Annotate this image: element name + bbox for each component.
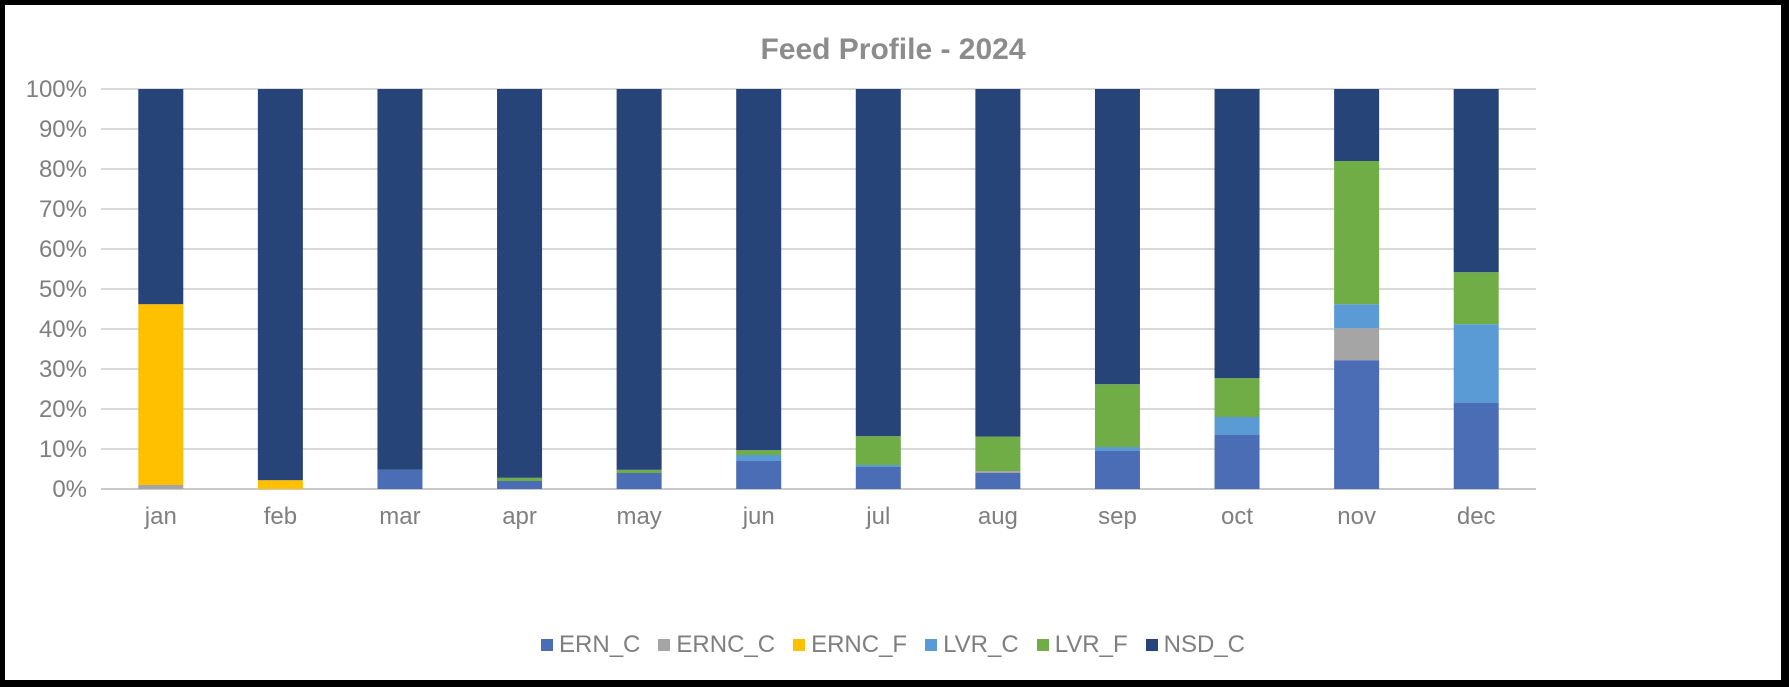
y-tick-label: 60% bbox=[39, 236, 87, 263]
x-tick-label: jul bbox=[865, 503, 890, 530]
bar-segment-ern-c bbox=[736, 461, 782, 489]
bar-segment-lvr-c bbox=[1453, 324, 1499, 403]
bar-segment-nsd-c bbox=[1334, 89, 1380, 161]
legend-label: NSD_C bbox=[1163, 631, 1245, 658]
chart-frame: Feed Profile - 2024 0% 10% 20% 30% 40% 50% 60%… bbox=[5, 5, 1781, 680]
bar-segment-nsd-c bbox=[497, 89, 543, 478]
bar-segment-lvr-f bbox=[1453, 272, 1499, 325]
bar-segment-nsd-c bbox=[1094, 89, 1140, 385]
bar-segment-ern-c bbox=[616, 473, 662, 489]
bar-segment-lvr-f bbox=[975, 436, 1021, 471]
bar-segment-ernc-f bbox=[257, 480, 303, 489]
legend-item: LVR_C bbox=[925, 631, 1019, 659]
bar-segment-ern-c bbox=[497, 481, 543, 489]
legend-swatch bbox=[541, 639, 554, 651]
bar-segment-lvr-c bbox=[1214, 417, 1260, 435]
x-tick-label: mar bbox=[379, 503, 420, 530]
legend-item: LVR_F bbox=[1036, 631, 1128, 659]
y-tick-label: 100% bbox=[26, 76, 87, 103]
y-tick-label: 70% bbox=[39, 196, 87, 223]
bar-segment-nsd-c bbox=[736, 89, 782, 451]
x-tick-label: oct bbox=[1221, 503, 1253, 530]
x-tick-label: may bbox=[616, 503, 661, 530]
y-tick-label: 30% bbox=[39, 356, 87, 383]
bar-segment-nsd-c bbox=[377, 89, 423, 470]
legend-item: ERNC_F bbox=[793, 631, 907, 659]
legend-item: ERNC_C bbox=[658, 631, 775, 659]
bar-segment-ernc-c bbox=[1334, 328, 1380, 361]
chart-title: Feed Profile - 2024 bbox=[760, 33, 1026, 66]
bar-segment-nsd-c bbox=[616, 89, 662, 470]
legend-label: ERNC_C bbox=[676, 631, 776, 658]
bar-segment-ern-c bbox=[1094, 451, 1140, 489]
bar-segment-nsd-c bbox=[1453, 89, 1499, 273]
y-tick-label: 10% bbox=[39, 436, 87, 463]
bar-segment-ern-c bbox=[855, 467, 901, 489]
bar-segment-lvr-f bbox=[1214, 378, 1260, 417]
bar-segment-nsd-c bbox=[138, 89, 184, 305]
chart-legend: ERN_C ERNC_C ERNC_F LVR_C LVR_F NSD_C bbox=[5, 631, 1781, 659]
chart-plot: 0% 10% 20% 30% 40% 50% 60% 70% 80% 90% 100% jan feb m… bbox=[26, 76, 1536, 530]
bar-segment-lvr-f bbox=[1334, 161, 1380, 305]
bar-segment-lvr-c bbox=[855, 465, 901, 467]
y-tick-label: 20% bbox=[39, 396, 87, 423]
x-tick-label: sep bbox=[1098, 503, 1137, 530]
legend-swatch bbox=[658, 639, 671, 651]
bar-segment-lvr-f bbox=[616, 469, 662, 473]
legend-swatch bbox=[925, 639, 938, 651]
legend-item: ERN_C bbox=[541, 631, 640, 659]
y-tick-label: 90% bbox=[39, 116, 87, 143]
legend-label: ERN_C bbox=[559, 631, 641, 658]
y-tick-label: 80% bbox=[39, 156, 87, 183]
bar-segment-lvr-f bbox=[855, 436, 901, 465]
x-tick-label: dec bbox=[1457, 503, 1496, 530]
bar-segment-lvr-f bbox=[1094, 384, 1140, 447]
bar-segment-lvr-f bbox=[497, 477, 543, 481]
bar-segment-ern-c bbox=[975, 473, 1021, 489]
bar-segment-nsd-c bbox=[855, 89, 901, 437]
y-tick-label: 40% bbox=[39, 316, 87, 343]
bar-segment-ern-c bbox=[1334, 360, 1380, 489]
bar-segment-ernc-c bbox=[138, 485, 184, 489]
bar-segment-lvr-c bbox=[736, 455, 782, 461]
bar-segment-nsd-c bbox=[257, 89, 303, 481]
bar-segment-ern-c bbox=[1453, 403, 1499, 489]
x-tick-label: feb bbox=[264, 503, 297, 530]
bar-segment-ernc-c bbox=[975, 471, 1021, 473]
x-tick-label: nov bbox=[1337, 503, 1376, 530]
legend-swatch bbox=[1145, 639, 1158, 651]
legend-item: NSD_C bbox=[1145, 631, 1245, 659]
x-tick-label: aug bbox=[978, 503, 1018, 530]
legend-swatch bbox=[793, 639, 806, 651]
legend-label: LVR_F bbox=[1054, 631, 1128, 658]
y-tick-label: 0% bbox=[52, 476, 87, 503]
bar-segment-nsd-c bbox=[975, 89, 1021, 437]
bar-segment-lvr-c bbox=[1094, 447, 1140, 451]
bar-segment-lvr-f bbox=[736, 450, 782, 455]
legend-label: LVR_C bbox=[943, 631, 1019, 658]
bar-segment-ern-c bbox=[377, 469, 423, 489]
legend-swatch bbox=[1036, 639, 1049, 651]
x-tick-label: jun bbox=[742, 503, 775, 530]
legend-label: ERNC_F bbox=[811, 631, 908, 658]
bar-segment-lvr-c bbox=[1334, 304, 1380, 329]
bar-segment-nsd-c bbox=[1214, 89, 1260, 379]
x-tick-label: jan bbox=[144, 503, 177, 530]
y-tick-label: 50% bbox=[39, 276, 87, 303]
bar-segment-ernc-f bbox=[138, 304, 184, 485]
bar-segment-ern-c bbox=[1214, 435, 1260, 489]
x-tick-label: apr bbox=[502, 503, 537, 530]
